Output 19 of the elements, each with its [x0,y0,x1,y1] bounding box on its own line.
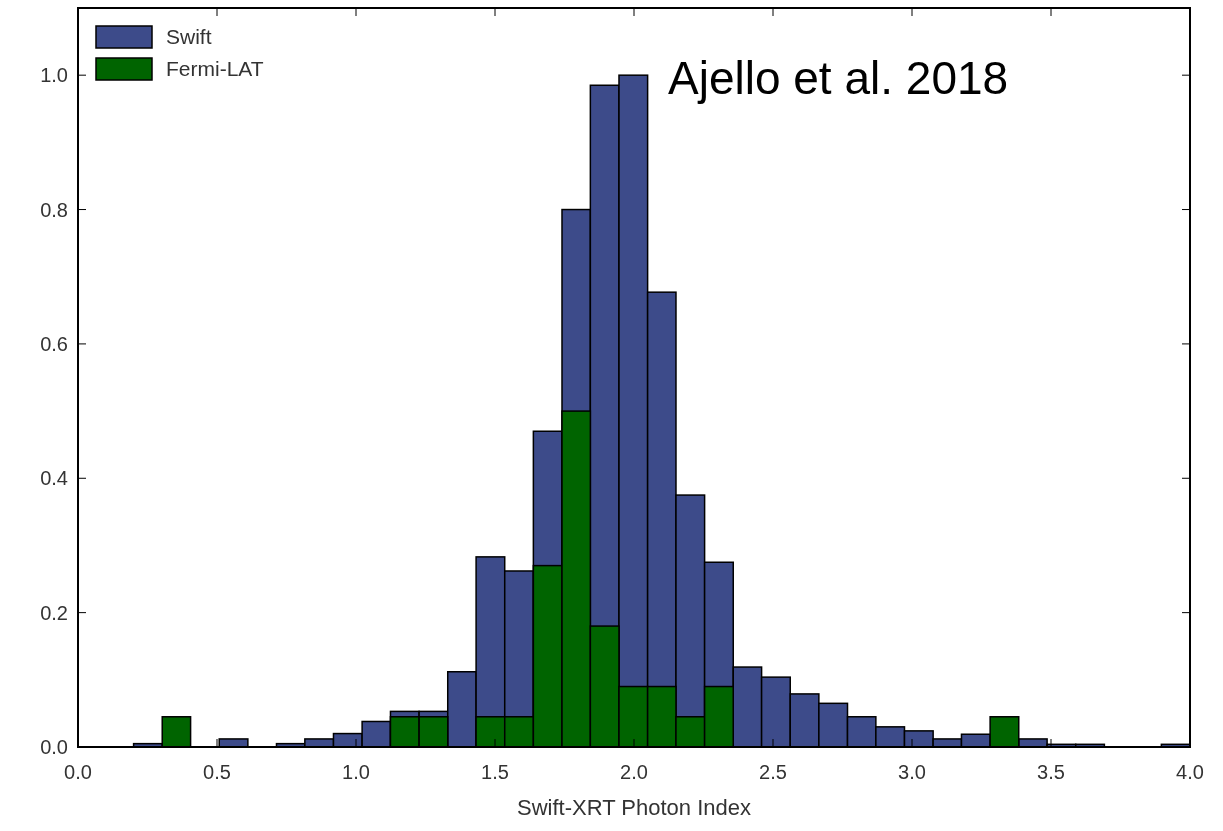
x-tick-label: 1.0 [342,761,370,783]
x-tick-label: 3.0 [898,761,926,783]
annotation: Ajello et al. 2018 [668,52,1009,104]
y-tick-label: 0.0 [40,736,68,758]
legend-label: Swift [166,25,212,49]
x-tick-label: 0.5 [203,761,231,783]
legend-label: Fermi-LAT [166,57,264,81]
y-tick-label: 1.0 [40,64,68,87]
x-axis-title: Swift-XRT Photon Index [517,795,751,820]
y-tick-label: 0.6 [40,332,68,355]
y-tick-label: 0.2 [40,601,68,624]
x-tick-label: 2.0 [620,761,648,783]
x-tick-label: 2.5 [759,761,787,783]
x-tick-label: 4.0 [1176,761,1204,783]
x-tick-label: 0.0 [64,761,92,783]
y-tick-label: 0.4 [40,467,68,490]
y-tick-label: 0.8 [40,198,68,221]
x-tick-label: 3.5 [1037,761,1065,783]
x-tick-label: 1.5 [481,761,509,783]
